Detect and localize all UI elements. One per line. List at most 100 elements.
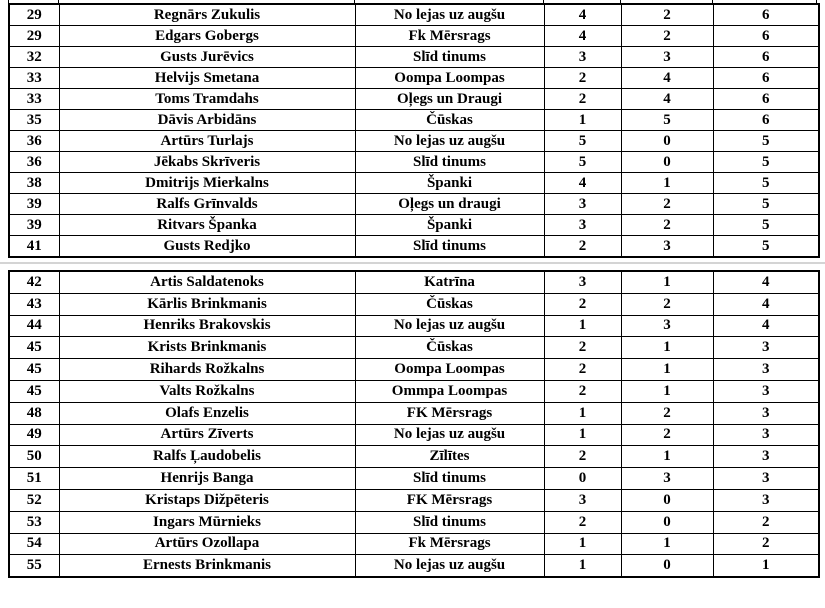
player-name-cell: Henriks Brakovskis xyxy=(58,314,356,338)
num-col-1-cell: 5 xyxy=(543,151,622,173)
num-col-3-cell: 5 xyxy=(712,172,820,194)
table-row: 33 Toms Tramdahs Oļegs un Draugi 2 4 6 xyxy=(8,88,820,110)
num-col-2-cell: 5 xyxy=(620,109,714,131)
num-col-3-cell: 5 xyxy=(712,214,820,236)
table-row: 29 Regnārs Zukulis No lejas uz augšu 4 2 6 xyxy=(8,3,820,26)
team-cell: Oļegs un Draugi xyxy=(354,88,545,110)
num-col-3-cell: 3 xyxy=(712,358,820,381)
num-col-1-cell: 2 xyxy=(543,379,622,403)
player-name-cell: Krists Brinkmanis xyxy=(58,336,356,360)
num-col-1-cell: 1 xyxy=(543,532,622,556)
num-col-3-cell: 1 xyxy=(712,554,820,578)
table-border-stub xyxy=(816,0,817,4)
rank-cell: 45 xyxy=(8,336,60,360)
player-name-cell: Regnārs Zukulis xyxy=(58,3,356,26)
team-cell: No lejas uz augšu xyxy=(354,554,545,578)
num-col-3-cell: 2 xyxy=(712,532,820,556)
rank-cell: 35 xyxy=(8,109,60,131)
table-row: 52 Kristaps Dižpēteris FK Mērsrags 3 0 3 xyxy=(8,488,820,512)
team-cell: FK Mērsrags xyxy=(354,401,545,425)
team-cell: Španki xyxy=(354,214,545,236)
num-col-2-cell: 2 xyxy=(620,292,714,316)
table-row: 50 Ralfs Ļaudobelis Zīlītes 2 1 3 xyxy=(8,445,820,469)
table-row: 45 Valts Rožkalns Ommpa Loompas 2 1 3 xyxy=(8,379,820,403)
num-col-1-cell: 1 xyxy=(543,554,622,578)
num-col-1-cell: 2 xyxy=(543,67,622,89)
rank-cell: 36 xyxy=(8,151,60,173)
num-col-2-cell: 3 xyxy=(620,235,714,258)
rank-cell: 48 xyxy=(8,401,60,425)
num-col-3-cell: 5 xyxy=(712,130,820,152)
team-cell: Oļegs un draugi xyxy=(354,193,545,215)
table-border-stub xyxy=(712,0,713,4)
team-cell: Zīlītes xyxy=(354,445,545,469)
rank-cell: 29 xyxy=(8,3,60,26)
num-col-1-cell: 5 xyxy=(543,130,622,152)
num-col-3-cell: 6 xyxy=(712,3,820,26)
standings-table-upper: 29 Regnārs Zukulis No lejas uz augšu 4 2 6 29 E… xyxy=(8,3,820,258)
table-row: 39 Ritvars Španka Španki 3 2 5 xyxy=(8,214,820,236)
num-col-3-cell: 3 xyxy=(712,445,820,469)
num-col-3-cell: 5 xyxy=(712,235,820,258)
num-col-1-cell: 4 xyxy=(543,172,622,194)
team-cell: Oompa Loompas xyxy=(354,358,545,381)
num-col-1-cell: 2 xyxy=(543,358,622,381)
num-col-1-cell: 2 xyxy=(543,235,622,258)
table-border-stub xyxy=(8,0,9,4)
table-row: 36 Artūrs Turlajs No lejas uz augšu 5 0 5 xyxy=(8,130,820,152)
player-name-cell: Artis Saldatenoks xyxy=(58,270,356,294)
num-col-3-cell: 6 xyxy=(712,25,820,47)
table-row: 42 Artis Saldatenoks Katrīna 3 1 4 xyxy=(8,270,820,294)
num-col-2-cell: 2 xyxy=(620,193,714,215)
rank-cell: 39 xyxy=(8,193,60,215)
player-name-cell: Gusts Jurēvics xyxy=(58,46,356,68)
num-col-2-cell: 1 xyxy=(620,270,714,294)
rank-cell: 36 xyxy=(8,130,60,152)
table-row: 32 Gusts Jurēvics Slīd tinums 3 3 6 xyxy=(8,46,820,68)
table-border-stub xyxy=(543,0,544,4)
rank-cell: 43 xyxy=(8,292,60,316)
num-col-1-cell: 1 xyxy=(543,401,622,425)
team-cell: Katrīna xyxy=(354,270,545,294)
num-col-2-cell: 1 xyxy=(620,172,714,194)
table-row: 29 Edgars Gobergs Fk Mērsrags 4 2 6 xyxy=(8,25,820,47)
player-name-cell: Edgars Gobergs xyxy=(58,25,356,47)
player-name-cell: Gusts Redjko xyxy=(58,235,356,258)
num-col-2-cell: 0 xyxy=(620,510,714,534)
num-col-3-cell: 3 xyxy=(712,467,820,490)
player-name-cell: Ernests Brinkmanis xyxy=(58,554,356,578)
num-col-1-cell: 1 xyxy=(543,109,622,131)
num-col-2-cell: 1 xyxy=(620,532,714,556)
player-name-cell: Olafs Enzelis xyxy=(58,401,356,425)
rank-cell: 33 xyxy=(8,88,60,110)
rank-cell: 41 xyxy=(8,235,60,258)
num-col-1-cell: 0 xyxy=(543,467,622,490)
table-row: 55 Ernests Brinkmanis No lejas uz augšu 1 0 1 xyxy=(8,554,820,578)
num-col-2-cell: 3 xyxy=(620,46,714,68)
player-name-cell: Ingars Mūrnieks xyxy=(58,510,356,534)
team-cell: Slīd tinums xyxy=(354,235,545,258)
num-col-3-cell: 6 xyxy=(712,109,820,131)
num-col-2-cell: 1 xyxy=(620,445,714,469)
num-col-2-cell: 2 xyxy=(620,214,714,236)
table-row: 33 Helvijs Smetana Oompa Loompas 2 4 6 xyxy=(8,67,820,89)
table-row: 39 Ralfs Grīnvalds Oļegs un draugi 3 2 5 xyxy=(8,193,820,215)
table-row: 54 Artūrs Ozollapa Fk Mērsrags 1 1 2 xyxy=(8,532,820,556)
num-col-3-cell: 3 xyxy=(712,336,820,360)
rank-cell: 50 xyxy=(8,445,60,469)
rank-cell: 49 xyxy=(8,423,60,447)
num-col-3-cell: 3 xyxy=(712,423,820,447)
num-col-2-cell: 1 xyxy=(620,379,714,403)
player-name-cell: Valts Rožkalns xyxy=(58,379,356,403)
num-col-3-cell: 4 xyxy=(712,270,820,294)
rank-cell: 52 xyxy=(8,488,60,512)
rank-cell: 55 xyxy=(8,554,60,578)
team-cell: No lejas uz augšu xyxy=(354,130,545,152)
num-col-3-cell: 3 xyxy=(712,379,820,403)
player-name-cell: Helvijs Smetana xyxy=(58,67,356,89)
num-col-2-cell: 0 xyxy=(620,151,714,173)
num-col-1-cell: 2 xyxy=(543,336,622,360)
table-row: 43 Kārlis Brinkmanis Čūskas 2 2 4 xyxy=(8,292,820,316)
team-cell: No lejas uz augšu xyxy=(354,3,545,26)
